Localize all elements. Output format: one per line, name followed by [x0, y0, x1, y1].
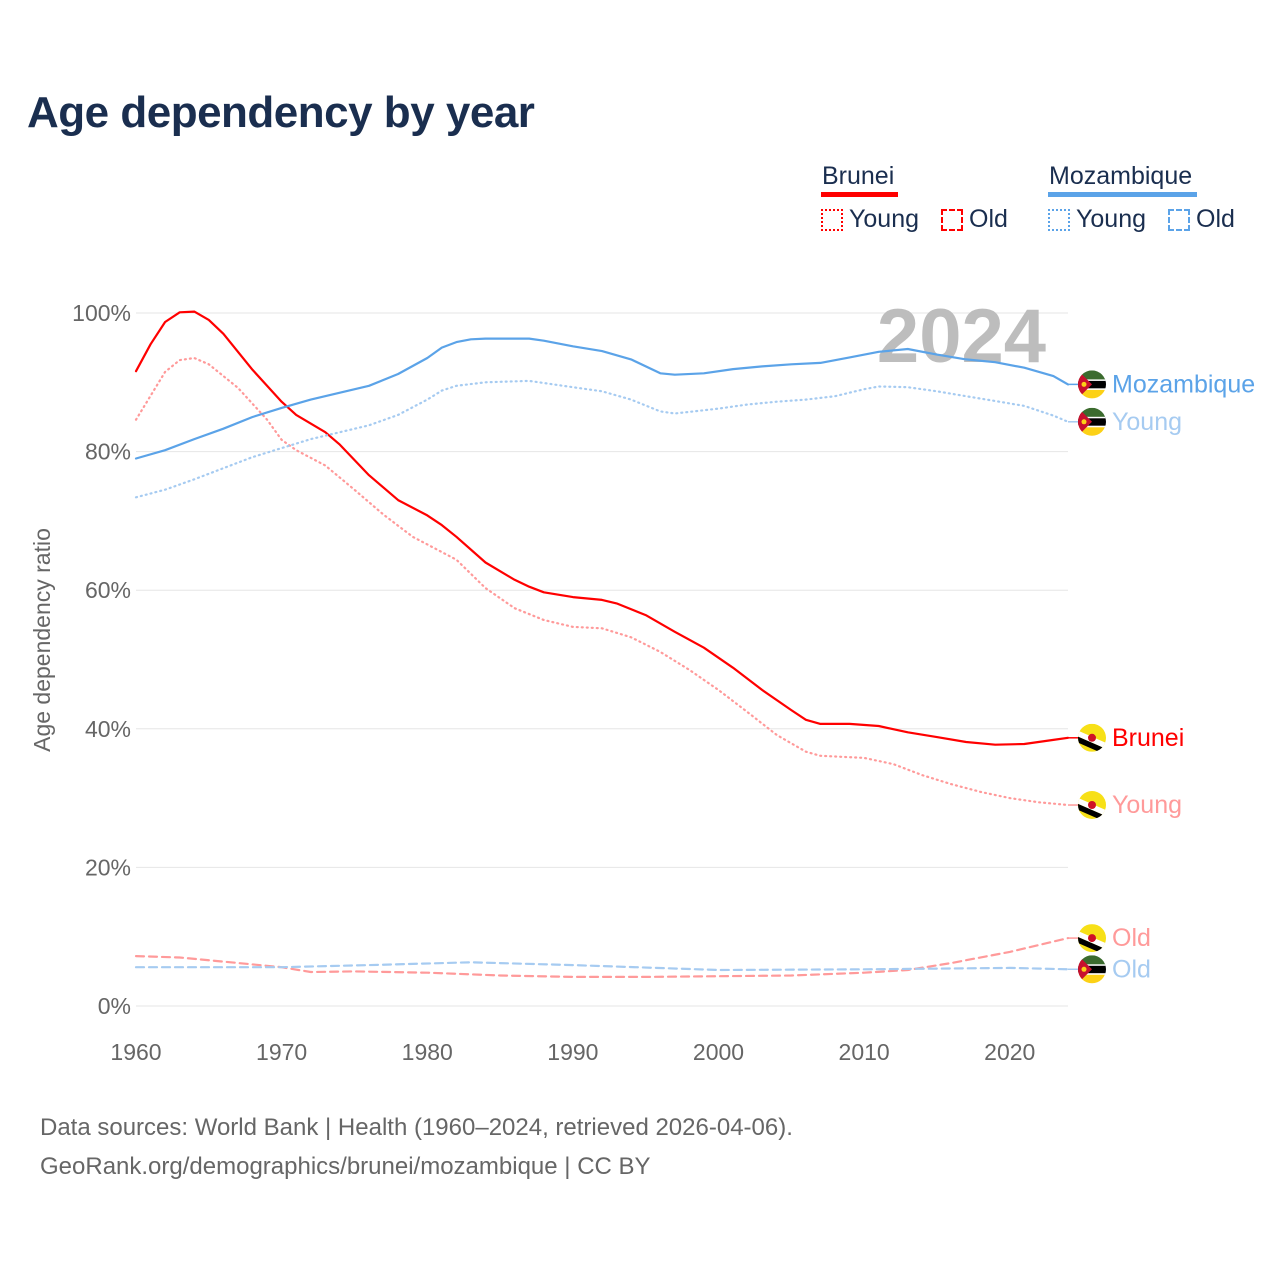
- series-line-mozambique-young: [134, 379, 1070, 499]
- source-line: Data sources: World Bank | Health (1960–…: [40, 1114, 793, 1141]
- flag-band: [1078, 955, 1106, 966]
- y-tick-label: 100%: [72, 300, 131, 326]
- x-tick-label: 1980: [402, 1039, 453, 1065]
- flag-crest: [1088, 934, 1096, 943]
- flag-band: [1078, 416, 1106, 419]
- mozambique-flag-icon: [1078, 370, 1106, 399]
- flag-band: [1078, 388, 1106, 390]
- source-link[interactable]: GeoRank.org/demographics/brunei/mozambiq…: [40, 1153, 651, 1180]
- x-tick-label: 1960: [110, 1039, 161, 1065]
- brunei-flag-icon: [1078, 924, 1106, 953]
- y-tick-label: 0%: [98, 993, 131, 1019]
- legend-brunei-old[interactable]: Old: [941, 205, 1008, 234]
- flag-band: [1078, 407, 1106, 418]
- x-tick-label: 2020: [984, 1039, 1035, 1065]
- flag-crest: [1088, 801, 1096, 809]
- end-label: Mozambique: [1112, 370, 1255, 398]
- flag-band: [1078, 964, 1106, 966]
- legend-mozambique-old[interactable]: Old: [1168, 205, 1235, 234]
- dashed-swatch-icon: [941, 208, 963, 231]
- x-tick-label: 2000: [693, 1039, 744, 1065]
- legend-mozambique[interactable]: Mozambique: [1049, 162, 1193, 190]
- legend-label: Old: [1196, 205, 1235, 233]
- dashed-swatch-icon: [1168, 208, 1190, 231]
- x-tick-label: 1970: [256, 1039, 307, 1065]
- legend-label: Young: [849, 205, 919, 233]
- y-tick-label: 40%: [85, 716, 131, 742]
- end-label: Brunei: [1112, 724, 1184, 752]
- dotted-swatch-icon: [821, 208, 843, 231]
- series-line-brunei-old: [134, 937, 1070, 978]
- legend-label: Old: [969, 205, 1008, 233]
- legend-mozambique-swatch: [1048, 192, 1197, 197]
- legend-brunei[interactable]: Brunei: [822, 162, 895, 190]
- chart-title: Age dependency by year: [27, 88, 535, 137]
- legend-brunei-young[interactable]: Young: [821, 205, 919, 234]
- mozambique-flag-icon: [1078, 407, 1106, 436]
- brunei-flag-icon: [1078, 791, 1106, 819]
- end-label: Young: [1112, 791, 1182, 819]
- end-label: Old: [1112, 924, 1151, 952]
- flag-band: [1078, 425, 1106, 428]
- flag-band: [1078, 379, 1106, 381]
- legend-label: Young: [1076, 205, 1146, 233]
- flag-crest: [1088, 733, 1096, 742]
- x-tick-label: 1990: [547, 1039, 598, 1065]
- source-note: Data sources: World Bank | Health (1960–…: [40, 1108, 793, 1186]
- flag-star: [1081, 381, 1087, 387]
- legend-brunei-swatch: [821, 192, 898, 197]
- flag-star: [1081, 966, 1087, 972]
- series-line-brunei: [134, 310, 1070, 746]
- flag-band: [1078, 974, 1106, 984]
- series-line-mozambique: [134, 337, 1070, 460]
- year-watermark: 2024: [877, 294, 1046, 379]
- y-tick-label: 60%: [85, 577, 131, 603]
- flag-band: [1078, 370, 1106, 381]
- end-label: Old: [1112, 955, 1151, 983]
- flag-band: [1078, 427, 1106, 436]
- x-tick-label: 2010: [839, 1039, 890, 1065]
- y-tick-label: 80%: [85, 439, 131, 465]
- flag-band: [1078, 973, 1106, 975]
- legend-mozambique-young[interactable]: Young: [1048, 205, 1146, 234]
- y-axis-label: Age dependency ratio: [29, 528, 55, 752]
- series-line-brunei-young: [134, 356, 1070, 807]
- dotted-swatch-icon: [1048, 208, 1070, 231]
- series-line-mozambique-old: [134, 961, 1070, 972]
- y-tick-label: 20%: [85, 854, 131, 880]
- flag-star: [1081, 419, 1087, 425]
- brunei-flag-icon: [1078, 723, 1106, 752]
- end-label: Young: [1112, 408, 1182, 436]
- mozambique-flag-icon: [1078, 955, 1106, 984]
- flag-band: [1078, 389, 1106, 399]
